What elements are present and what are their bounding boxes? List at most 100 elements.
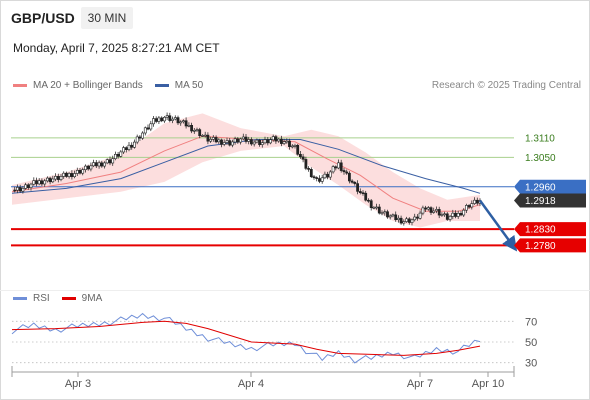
candle-body <box>59 176 63 180</box>
candle-body <box>459 213 463 216</box>
bollinger-band-area <box>12 113 480 228</box>
x-tick-label-Apr-7: Apr 7 <box>407 378 433 390</box>
candle-body <box>271 136 275 141</box>
candle-body <box>190 125 194 132</box>
candle-body <box>405 218 408 222</box>
candle-body <box>171 118 174 121</box>
candle-body <box>73 173 77 178</box>
candle-body <box>347 172 351 182</box>
candle-body <box>443 213 447 216</box>
rsi-tick-70: 70 <box>525 316 537 328</box>
candle-body <box>56 176 60 180</box>
candle-body <box>231 141 234 146</box>
candle-body <box>211 137 215 140</box>
candle-body <box>26 184 30 189</box>
candle-body <box>356 183 360 192</box>
candle-body <box>445 213 449 220</box>
candle-body <box>353 182 357 184</box>
candle-body <box>328 171 332 178</box>
candle-body <box>114 154 117 160</box>
candle-body <box>111 158 115 164</box>
candle-body <box>339 162 343 171</box>
candle-body <box>92 162 96 167</box>
candle-body <box>462 209 466 216</box>
candle-body <box>48 177 52 183</box>
candle-body <box>40 180 44 185</box>
candle-body <box>424 207 428 210</box>
candle-body <box>331 166 335 173</box>
candle-body <box>309 169 313 178</box>
candle-body <box>86 165 90 170</box>
bollinger-band <box>12 113 480 228</box>
candle-body <box>293 145 297 147</box>
level-tag-1.3110: 1.3110 <box>525 133 555 144</box>
candle-body <box>209 139 213 142</box>
candle-body <box>426 207 430 210</box>
candle-body <box>138 136 142 139</box>
chart-datetime: Monday, April 7, 2025 8:27:21 AM CET <box>13 41 220 55</box>
candle-body <box>415 216 419 219</box>
level-tag-bg <box>514 179 586 194</box>
level-tag-1.2830: 1.2830 <box>525 225 556 236</box>
candle-body <box>288 140 291 147</box>
rsi-line <box>11 312 481 364</box>
timeframe-button[interactable]: 30 MIN <box>81 7 133 29</box>
candle-body <box>94 162 98 167</box>
candle-body <box>81 169 85 174</box>
candle-body <box>233 138 237 143</box>
rsi-9ma-label: 9MA <box>81 293 103 304</box>
candle-body <box>413 216 417 221</box>
candle-body <box>168 115 172 121</box>
rsi-panel: 70 50 30 <box>11 312 537 370</box>
candle-body <box>320 177 324 182</box>
ma50-swatch <box>154 84 169 87</box>
candle-body <box>437 209 441 216</box>
key-levels <box>11 137 514 247</box>
level-tag-bg <box>514 193 586 208</box>
candle-body <box>277 138 281 142</box>
candle-body <box>435 209 438 212</box>
candle-body <box>195 129 199 131</box>
level-tag-1.2960: 1.2960 <box>525 182 556 193</box>
candle-body <box>456 213 460 217</box>
candle-body <box>143 127 147 134</box>
panel-separator <box>0 290 590 291</box>
candle-body <box>318 178 321 182</box>
candle-body <box>241 136 245 140</box>
candle-body <box>399 217 403 224</box>
forecast-arrow-line <box>478 199 518 252</box>
candle-body <box>467 205 471 208</box>
level-tag-bg <box>514 238 586 253</box>
candle-body <box>67 173 71 177</box>
candle-body <box>176 117 180 124</box>
candle-body <box>203 134 207 137</box>
candle-body <box>263 139 267 144</box>
candle-body <box>201 135 204 137</box>
candle-body <box>255 139 259 143</box>
candle-body <box>141 132 145 139</box>
candle-body <box>100 162 104 167</box>
candle-body <box>51 178 55 183</box>
candle-body <box>116 154 120 157</box>
candle-body <box>372 207 376 209</box>
candle-body <box>146 127 150 130</box>
candle-body <box>222 142 226 145</box>
candle-body <box>402 221 406 224</box>
candle-body <box>124 147 128 151</box>
level-tag-1.3050: 1.3050 <box>525 153 556 164</box>
candle-body <box>97 162 101 167</box>
candle-body <box>122 147 126 153</box>
candle-body <box>407 218 411 223</box>
candle-body <box>103 162 106 167</box>
candle-body <box>345 171 349 174</box>
candle-body <box>274 136 278 142</box>
candle-body <box>470 203 474 208</box>
candle-body <box>451 212 455 217</box>
candle-body <box>358 191 362 193</box>
candle-body <box>361 192 365 194</box>
candle-body <box>65 172 68 177</box>
x-tick-label-Apr-4: Apr 4 <box>238 378 264 390</box>
candle-body <box>149 123 153 130</box>
rsi-9ma-swatch <box>61 297 76 300</box>
